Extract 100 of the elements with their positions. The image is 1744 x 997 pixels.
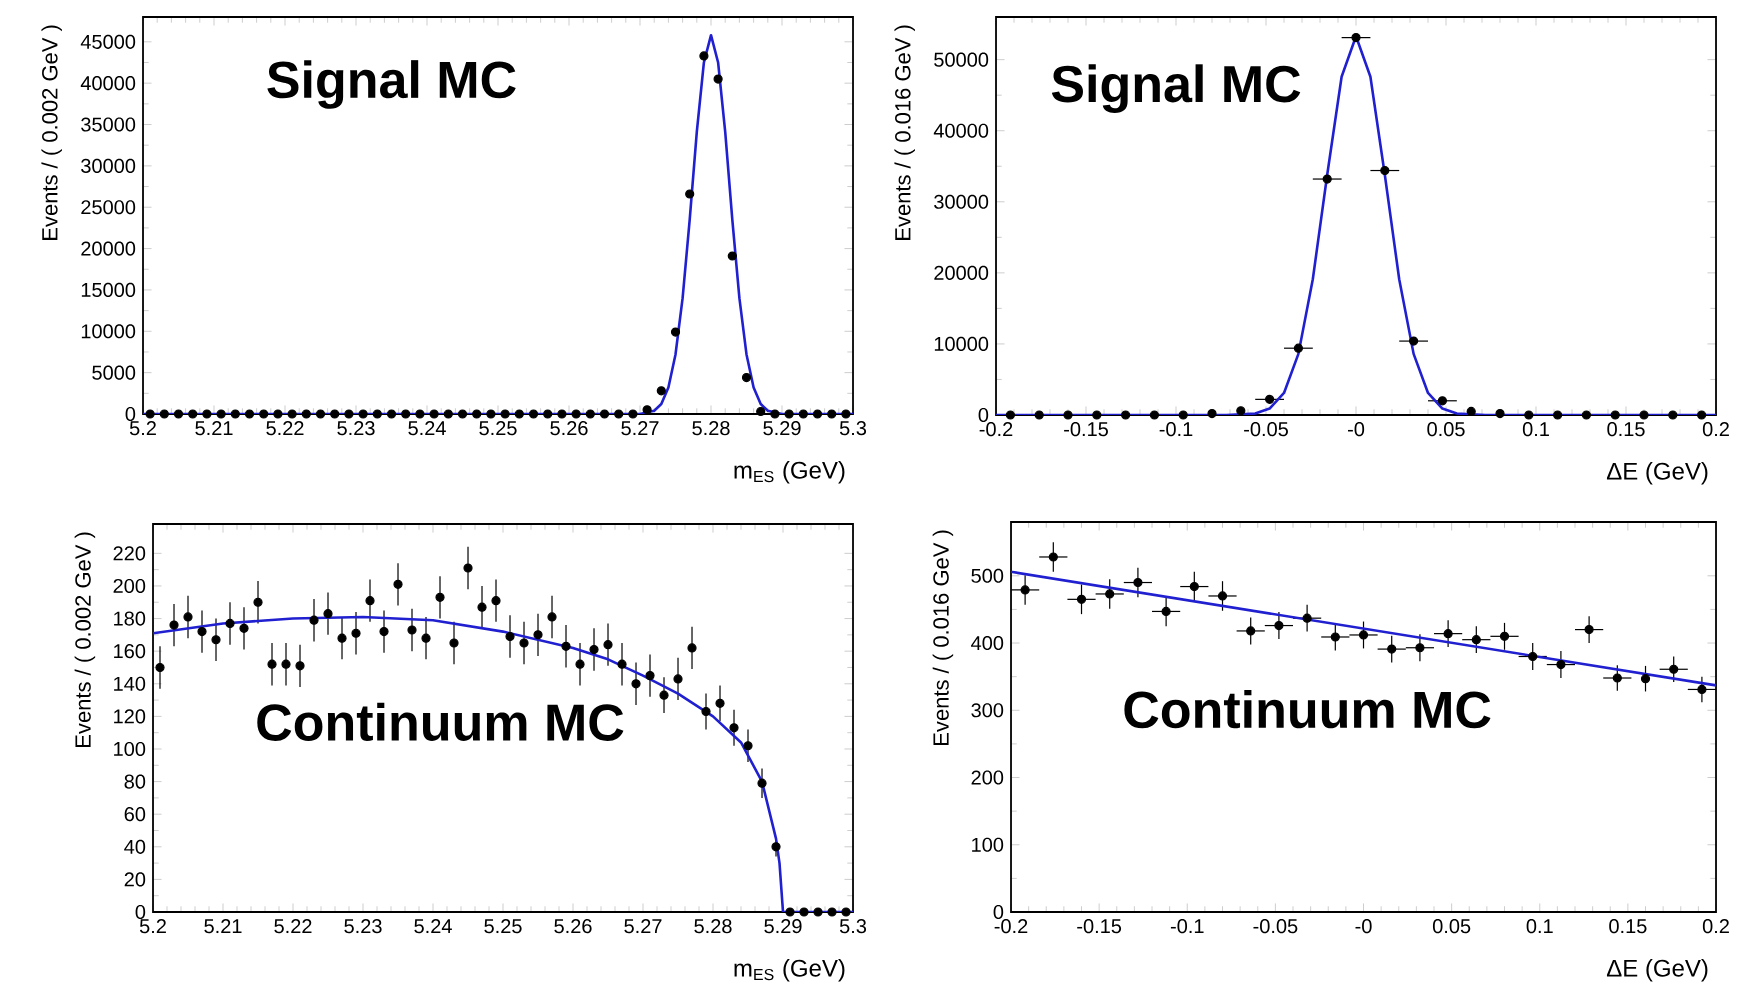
y-tick-label: 10000: [81, 324, 136, 339]
x-tick-label: -0.1: [1170, 919, 1204, 934]
point: [443, 409, 453, 419]
point: [756, 406, 766, 417]
point: [631, 679, 641, 689]
point: [585, 409, 595, 419]
point: [1581, 410, 1592, 420]
point: [159, 409, 169, 419]
y-tick-label: 30000: [934, 194, 989, 209]
x-tick-label: 5.23: [344, 919, 382, 934]
point: [1121, 410, 1131, 420]
point: [415, 409, 425, 419]
y-tick-label: 10000: [934, 336, 989, 351]
x-tick-label: 5.25: [484, 919, 522, 934]
point: [519, 638, 529, 648]
point: [393, 579, 403, 589]
point: [225, 618, 235, 629]
point: [1495, 408, 1505, 419]
point: [743, 741, 753, 751]
x-tick-label: -0: [1355, 919, 1372, 934]
point: [1105, 589, 1115, 599]
x-tick-label: 5.2: [139, 919, 166, 934]
point: [557, 409, 567, 419]
point: [687, 643, 697, 653]
point: [1612, 673, 1622, 683]
x-tick-label: 0.2: [1702, 919, 1729, 934]
point: [673, 674, 683, 684]
point: [1639, 410, 1649, 420]
point: [1302, 613, 1312, 623]
x-tick-label: -0.15: [1077, 919, 1122, 934]
y-tick-label: 40: [124, 839, 146, 854]
y-tick-label: 300: [971, 703, 1004, 718]
point: [1322, 174, 1332, 184]
x-axis-title: m$_{ES}$ (GeV): [734, 959, 845, 982]
y-tick-label: 5000: [92, 365, 136, 380]
point: [386, 409, 397, 419]
y-tick-label: 50000: [934, 52, 989, 67]
x-tick-label: 5.29: [763, 421, 801, 436]
point: [1415, 643, 1425, 653]
x-tick-label: -0.2: [994, 919, 1028, 934]
point: [301, 409, 311, 419]
x-tick-label: 5.28: [692, 421, 730, 436]
point: [173, 409, 184, 419]
point: [603, 640, 613, 650]
y-tick-label: 80: [124, 774, 146, 789]
point: [1697, 684, 1707, 695]
y-tick-label: 20: [124, 872, 146, 887]
y-tick-label: 25000: [81, 200, 136, 215]
point: [533, 630, 543, 640]
x-tick-label: 0.05: [1432, 919, 1471, 934]
point: [351, 628, 361, 638]
y-tick-label: 180: [114, 611, 146, 626]
point: [575, 659, 585, 669]
point: [827, 409, 837, 419]
y-tick-label: 200: [113, 578, 146, 594]
point: [528, 409, 539, 419]
y-tick-label: 15000: [81, 282, 136, 298]
x-tick-label: 5.22: [274, 919, 312, 934]
point: [1005, 410, 1016, 420]
point: [1133, 577, 1143, 588]
y-tick-label: 0: [978, 407, 989, 423]
point: [1063, 410, 1073, 420]
annotation: Continuum MC: [1124, 690, 1491, 729]
point: [259, 409, 269, 419]
point: [188, 409, 198, 419]
point: [1034, 410, 1044, 420]
point: [372, 409, 382, 419]
point: [211, 635, 221, 645]
point: [1584, 624, 1594, 635]
y-tick-label: 0: [125, 406, 136, 422]
x-tick-label: 0.1: [1526, 919, 1553, 934]
point: [670, 327, 681, 337]
point: [155, 662, 165, 673]
point: [295, 661, 305, 671]
point: [1020, 585, 1030, 595]
point: [1048, 552, 1058, 562]
point: [1409, 336, 1419, 346]
y-tick-label: 45000: [80, 34, 136, 49]
point: [145, 409, 155, 419]
point: [812, 409, 823, 419]
x-axis-title: ΔE (GeV): [1606, 959, 1708, 982]
annotation: Signal MC: [267, 60, 516, 109]
point: [547, 612, 557, 622]
point: [599, 409, 610, 419]
y-tick-label: 120: [114, 709, 146, 724]
point: [827, 907, 837, 917]
x-tick-label: 5.25: [479, 421, 517, 436]
point: [216, 409, 226, 419]
x-tick-label: 5.26: [550, 421, 588, 436]
point: [183, 612, 193, 622]
y-tick-label: 40000: [80, 76, 136, 91]
point: [491, 596, 501, 606]
x-tick-label: -0.1: [1159, 422, 1193, 437]
point: [463, 563, 473, 573]
point: [1471, 635, 1481, 645]
y-tick-label: 200: [971, 770, 1004, 785]
point: [365, 596, 375, 606]
x-tick-label: 5.28: [694, 919, 732, 934]
point: [1437, 396, 1448, 406]
point: [197, 627, 207, 637]
